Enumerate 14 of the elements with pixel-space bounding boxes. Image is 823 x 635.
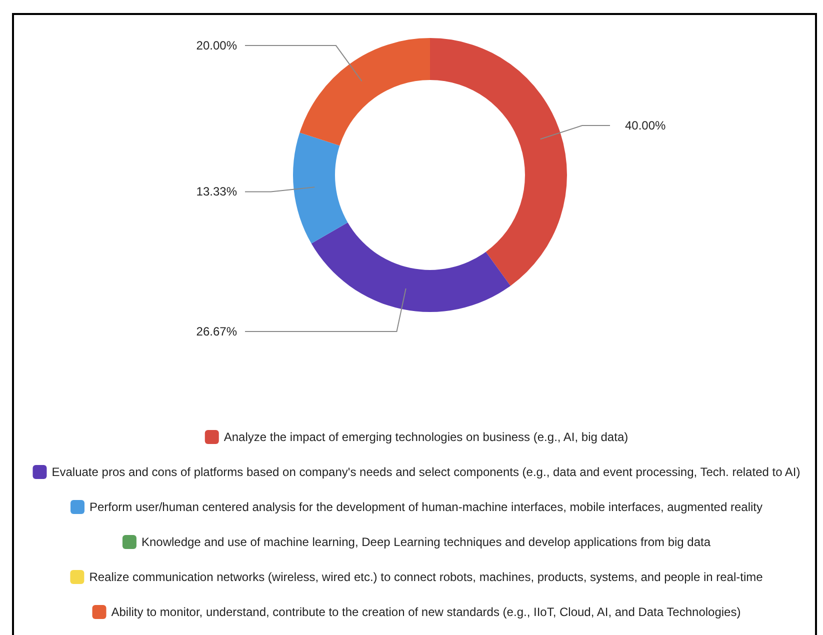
legend-label: Evaluate pros and cons of platforms based on company's needs and select components (e.g., data and event processing, Tech. related to AI) — [52, 465, 800, 479]
data-label: 26.67% — [196, 324, 238, 338]
legend-label: Realize communication networks (wireless, wired etc.) to connect robots, machines, products, systems, and people in real-time — [89, 570, 764, 584]
donut-slice — [300, 38, 430, 146]
donut-slice — [430, 38, 567, 286]
legend-label: Ability to monitor, understand, contribute to the creation of new standards (e.g., IIoT, Cloud, AI, and Data Technologies) — [111, 605, 741, 619]
donut-slice — [293, 132, 348, 244]
data-label: 40.00% — [625, 118, 666, 133]
legend-label: Analyze the impact of emerging technologies on business (e.g., AI, big data) — [224, 430, 628, 444]
donut-slice — [311, 222, 511, 312]
data-label: 20.00% — [196, 38, 238, 53]
legend-label: Perform user/human centered analysis for the development of human-machine interfaces, mobile interfaces, augmented reality — [89, 500, 763, 514]
legend-label: Knowledge and use of machine learning, Deep Learning techniques and develop applications from big data — [141, 535, 711, 549]
data-label: 13.33% — [196, 184, 238, 199]
